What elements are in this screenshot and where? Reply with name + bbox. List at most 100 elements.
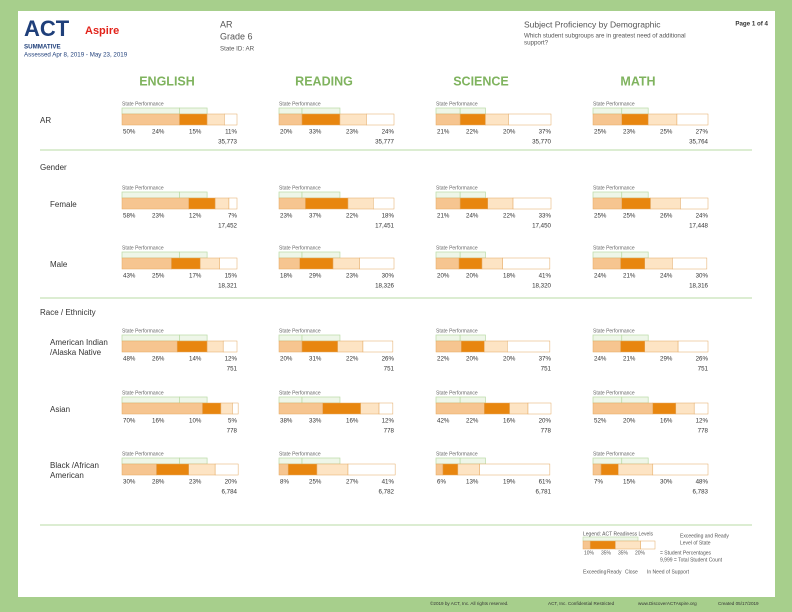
student-count: 6,784 bbox=[222, 489, 238, 496]
level-segment bbox=[121, 197, 189, 210]
state-bar bbox=[435, 191, 461, 199]
footer-text: Created 05/17/2019 bbox=[718, 601, 759, 606]
level-segment bbox=[592, 402, 654, 415]
state-label: State Performance bbox=[593, 390, 635, 396]
level-segment bbox=[316, 463, 349, 476]
state-bar bbox=[278, 251, 303, 259]
grade: Grade 6 bbox=[220, 31, 253, 41]
state-bar bbox=[179, 107, 208, 115]
student-count: 18,320 bbox=[532, 283, 551, 290]
state-bar bbox=[435, 334, 461, 342]
level-percent: 12% bbox=[225, 356, 238, 363]
level-segment bbox=[347, 197, 374, 210]
state-bar bbox=[592, 251, 623, 259]
level-segment bbox=[339, 113, 367, 126]
level-segment bbox=[176, 340, 208, 353]
level-percent: 33% bbox=[309, 418, 322, 425]
level-segment bbox=[487, 197, 514, 210]
level-percent: 30% bbox=[382, 273, 395, 280]
state-label: State Performance bbox=[279, 101, 321, 107]
level-segment bbox=[435, 257, 460, 270]
level-segment bbox=[232, 402, 239, 415]
level-segment bbox=[435, 113, 461, 126]
level-segment bbox=[652, 463, 709, 476]
student-count: 6,782 bbox=[379, 489, 395, 496]
state-bar bbox=[278, 107, 303, 115]
level-percent: 25% bbox=[594, 129, 607, 136]
level-segment bbox=[278, 113, 303, 126]
level-percent: 24% bbox=[152, 129, 165, 136]
student-count: 18,316 bbox=[689, 283, 708, 290]
level-percent: 20% bbox=[225, 479, 238, 486]
level-percent: 20% bbox=[503, 356, 516, 363]
state-bar bbox=[301, 334, 341, 342]
state-label: State Performance bbox=[122, 328, 164, 334]
sheet bbox=[18, 11, 775, 597]
state-bar bbox=[301, 107, 341, 115]
level-percent: 70% bbox=[123, 418, 136, 425]
level-segment bbox=[121, 340, 178, 353]
level-percent: 11% bbox=[225, 129, 237, 136]
subject-heading: ENGLISH bbox=[139, 74, 195, 88]
level-segment bbox=[672, 257, 708, 270]
state-bar bbox=[278, 334, 303, 342]
level-segment bbox=[121, 463, 157, 476]
level-segment bbox=[509, 402, 529, 415]
legend-level: In Need of Support bbox=[647, 569, 690, 575]
level-segment bbox=[457, 463, 480, 476]
legend-note: Level of State bbox=[680, 540, 711, 546]
student-count: 6,783 bbox=[693, 489, 709, 496]
state-label: State Performance bbox=[593, 185, 635, 191]
level-percent: 7% bbox=[594, 479, 603, 486]
level-percent: 26% bbox=[696, 356, 709, 363]
level-percent: 20% bbox=[623, 418, 636, 425]
level-segment bbox=[592, 197, 622, 210]
level-percent: 31% bbox=[309, 356, 322, 363]
level-segment bbox=[278, 340, 303, 353]
student-count: 778 bbox=[384, 428, 395, 435]
level-segment bbox=[121, 257, 172, 270]
level-segment bbox=[485, 113, 509, 126]
level-percent: 27% bbox=[696, 129, 709, 136]
level-percent: 23% bbox=[346, 273, 359, 280]
level-percent: 37% bbox=[539, 129, 552, 136]
level-segment bbox=[620, 340, 645, 353]
student-count: 17,452 bbox=[218, 223, 237, 230]
row-label: American Indian bbox=[50, 338, 108, 347]
level-segment bbox=[322, 402, 361, 415]
state-label: State Performance bbox=[593, 101, 635, 107]
level-segment bbox=[188, 197, 216, 210]
page-number: Page 1 of 4 bbox=[735, 21, 768, 28]
level-segment bbox=[484, 340, 508, 353]
legend-segment bbox=[589, 540, 616, 550]
legend-percent: 10% bbox=[584, 550, 595, 556]
level-segment bbox=[435, 197, 461, 210]
state-bar bbox=[592, 191, 623, 199]
level-segment bbox=[214, 463, 239, 476]
level-segment bbox=[435, 463, 444, 476]
state-bar bbox=[435, 251, 461, 259]
level-percent: 6% bbox=[437, 479, 446, 486]
level-percent: 26% bbox=[382, 356, 395, 363]
legend-note: = Student Percentages bbox=[660, 550, 712, 556]
state-bar bbox=[121, 251, 180, 259]
level-segment bbox=[299, 257, 334, 270]
level-percent: 23% bbox=[189, 479, 202, 486]
state-bar bbox=[435, 107, 461, 115]
level-segment bbox=[458, 257, 483, 270]
row-label: AR bbox=[40, 116, 51, 125]
state-bar bbox=[435, 457, 461, 465]
legend-segment bbox=[582, 540, 591, 550]
level-percent: 30% bbox=[660, 479, 673, 486]
level-segment bbox=[459, 197, 488, 210]
level-segment bbox=[199, 257, 220, 270]
level-segment bbox=[592, 257, 621, 270]
level-percent: 23% bbox=[346, 129, 359, 136]
level-percent: 5% bbox=[228, 418, 237, 425]
student-count: 778 bbox=[227, 428, 238, 435]
level-percent: 23% bbox=[280, 213, 293, 220]
state-bar bbox=[459, 457, 486, 465]
level-segment bbox=[220, 402, 233, 415]
level-percent: 15% bbox=[623, 479, 636, 486]
